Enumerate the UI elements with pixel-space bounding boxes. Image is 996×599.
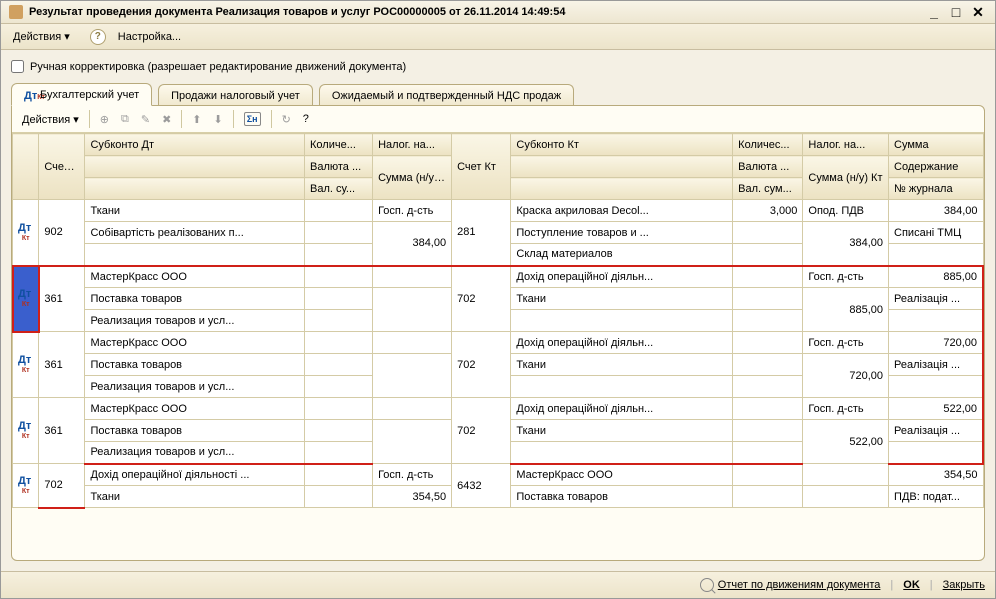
maximize-button[interactable]: □ [947,5,965,19]
col-valsum-dt[interactable]: Вал. су... [305,178,373,200]
sum-icon[interactable]: Σн [240,110,265,128]
toolbar-help-icon[interactable]: ? [299,111,313,127]
refresh-icon[interactable]: ↻ [278,111,295,128]
grid-header: Счет Дт Субконто Дт Количе... Налог. на.… [13,134,984,200]
grid-body: Дт Кт 902 Ткани Госп. д-сть 281 Краска а… [13,200,984,508]
entry-icon: Дт Кт [13,266,39,332]
table-row[interactable]: Дт Кт 361 МастерКрасс ООО 702 Дохід опер… [13,398,984,420]
magnifier-icon [700,578,714,592]
help-icon[interactable]: ? [90,29,106,45]
tab-accounting[interactable]: ДтКтБухгалтерский учет [11,83,152,106]
grid-toolbar: Действия ▾ ⊕ ⧉ ✎ ✖ ⬆ ⬇ Σн ↻ ? [12,106,984,133]
grid-scroll[interactable]: Счет Дт Субконто Дт Количе... Налог. на.… [12,133,984,560]
table-row[interactable]: Дт Кт 702 Дохід операційної діяльності .… [13,464,984,486]
col-journal[interactable]: № журнала [889,178,983,200]
col-sub-dt[interactable]: Субконто Дт [85,134,305,156]
manual-edit-checkbox[interactable] [11,60,24,73]
col-tax[interactable]: Налог. на... [373,134,452,156]
tab-strip: ДтКтБухгалтерский учет Продажи налоговый… [11,83,985,106]
col-val-dt[interactable]: Валюта ... [305,156,373,178]
col-amt-nu-kt[interactable]: Сумма (н/у) Кт [803,156,889,200]
col-valsum-kt[interactable]: Вал. сум... [733,178,803,200]
col-acct-kt[interactable]: Счет Кт [452,134,511,200]
col-descr[interactable]: Содержание [889,156,983,178]
col-sub-kt[interactable]: Субконто Кт [511,134,733,156]
minimize-button[interactable]: _ [925,5,943,19]
manual-edit-label: Ручная корректировка (разрешает редактир… [30,61,406,73]
settings-menu[interactable]: Настройка... [114,29,185,45]
col-qty-kt[interactable]: Количес... [733,134,803,156]
col-tax-kt[interactable]: Налог. на... [803,134,889,156]
main-window: Результат проведения документа Реализаци… [0,0,996,599]
actions-menu[interactable]: Действия ▾ [9,28,74,45]
manual-edit-row: Ручная корректировка (разрешает редактир… [11,60,985,73]
entry-icon: Дт Кт [13,332,39,398]
footer-bar: Отчет по движениям документа | OK | Закр… [1,571,995,598]
move-up-icon[interactable]: ⬆ [188,111,205,128]
col-val-kt[interactable]: Валюта ... [733,156,803,178]
table-row[interactable]: Дт Кт 361 МастерКрасс ООО 702 Дохід опер… [13,266,984,288]
ok-button[interactable]: OK [903,579,920,591]
menubar: Действия ▾ ? Настройка... [1,24,995,50]
app-icon [9,5,23,19]
delete-icon[interactable]: ✖ [158,111,175,128]
copy-icon[interactable]: ⧉ [117,111,133,128]
col-qty[interactable]: Количе... [305,134,373,156]
close-link[interactable]: Закрыть [943,579,985,591]
edit-icon[interactable]: ✎ [137,111,154,128]
toolbar-actions[interactable]: Действия ▾ [18,111,83,128]
entry-icon: Дт Кт [13,398,39,464]
tab-panel: Действия ▾ ⊕ ⧉ ✎ ✖ ⬆ ⬇ Σн ↻ ? [11,105,985,561]
tab-tax-sales[interactable]: Продажи налоговый учет [158,84,313,106]
col-sum[interactable]: Сумма [889,134,983,156]
add-icon[interactable]: ⊕ [96,111,113,128]
titlebar: Результат проведения документа Реализаци… [1,1,995,24]
window-title: Результат проведения документа Реализаци… [29,6,565,18]
table-row[interactable]: Дт Кт 902 Ткани Госп. д-сть 281 Краска а… [13,200,984,222]
col-amt-nu-dt[interactable]: Сумма (н/у) Дт [373,156,452,200]
table-row[interactable]: Дт Кт 361 МастерКрасс ООО 702 Дохід опер… [13,332,984,354]
col-acct-dt[interactable]: Счет Дт [39,134,85,200]
content-area: Ручная корректировка (разрешает редактир… [1,50,995,571]
accounting-grid: Счет Дт Субконто Дт Количе... Налог. на.… [12,133,984,509]
entry-icon: Дт Кт [13,200,39,266]
close-button[interactable]: ✕ [969,5,987,19]
entry-icon: Дт Кт [13,464,39,508]
move-down-icon[interactable]: ⬇ [210,111,227,128]
report-link[interactable]: Отчет по движениям документа [700,578,881,592]
tab-vat-sales[interactable]: Ожидаемый и подтвержденный НДС продаж [319,84,574,106]
